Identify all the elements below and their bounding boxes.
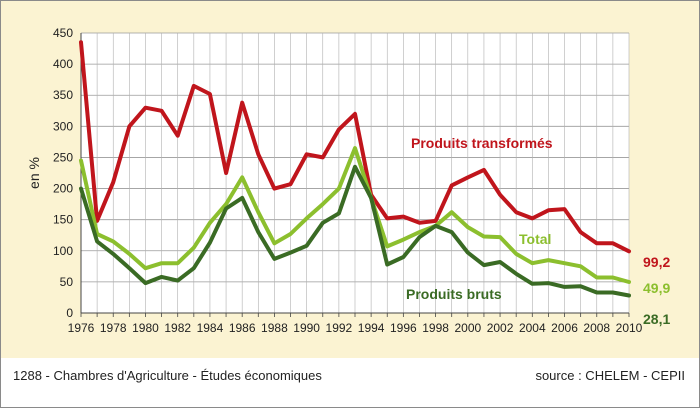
x-tick-label: 1996 (390, 321, 417, 335)
x-tick-label: 2010 (616, 321, 643, 335)
y-tick-label: 350 (53, 88, 73, 102)
x-tick-label: 1984 (197, 321, 224, 335)
y-tick-label: 450 (53, 26, 73, 40)
x-tick-label: 1978 (100, 321, 127, 335)
line-chart: 0 50 100 150 200 250 300 350 400 450 1976 1978 1980 1… (26, 26, 670, 335)
footer-credit: 1288 - Chambres d'Agriculture - Études é… (13, 368, 322, 383)
y-tick-label: 100 (53, 244, 73, 258)
y-tick-label: 300 (53, 119, 73, 133)
series-label: Total (519, 231, 551, 247)
series-label: Produits transformés (411, 135, 553, 151)
series-line (79, 146, 631, 284)
x-tick-label: 1980 (132, 321, 159, 335)
x-tick-label: 1988 (261, 321, 288, 335)
y-tick-label: 400 (53, 57, 73, 71)
end-value-label: 28,1 (643, 311, 670, 327)
x-tick-label: 1992 (326, 321, 353, 335)
x-tick-label: 1990 (293, 321, 320, 335)
x-tick-label: 2006 (551, 321, 578, 335)
series-line (79, 164, 631, 298)
y-axis-label: en % (26, 157, 42, 189)
series-label: Produits bruts (406, 286, 502, 302)
x-tick-label: 2002 (487, 321, 514, 335)
y-tick-label: 150 (53, 213, 73, 227)
y-tick-label: 200 (53, 182, 73, 196)
end-value-label: 49,9 (643, 280, 670, 296)
y-tick-label: 250 (53, 150, 73, 164)
x-tick-label: 1976 (68, 321, 95, 335)
series-line (79, 40, 631, 254)
y-tick-label: 0 (66, 306, 73, 320)
x-tick-label: 1994 (358, 321, 385, 335)
x-tick-label: 1982 (164, 321, 191, 335)
end-value-label: 99,2 (643, 254, 670, 270)
footer-source: source : CHELEM - CEPII (535, 368, 685, 383)
x-tick-label: 2008 (583, 321, 610, 335)
y-tick-label: 50 (60, 275, 74, 289)
x-tick-label: 1998 (422, 321, 449, 335)
x-tick-label: 2004 (519, 321, 546, 335)
x-tick-label: 1986 (229, 321, 256, 335)
x-tick-label: 2000 (454, 321, 481, 335)
